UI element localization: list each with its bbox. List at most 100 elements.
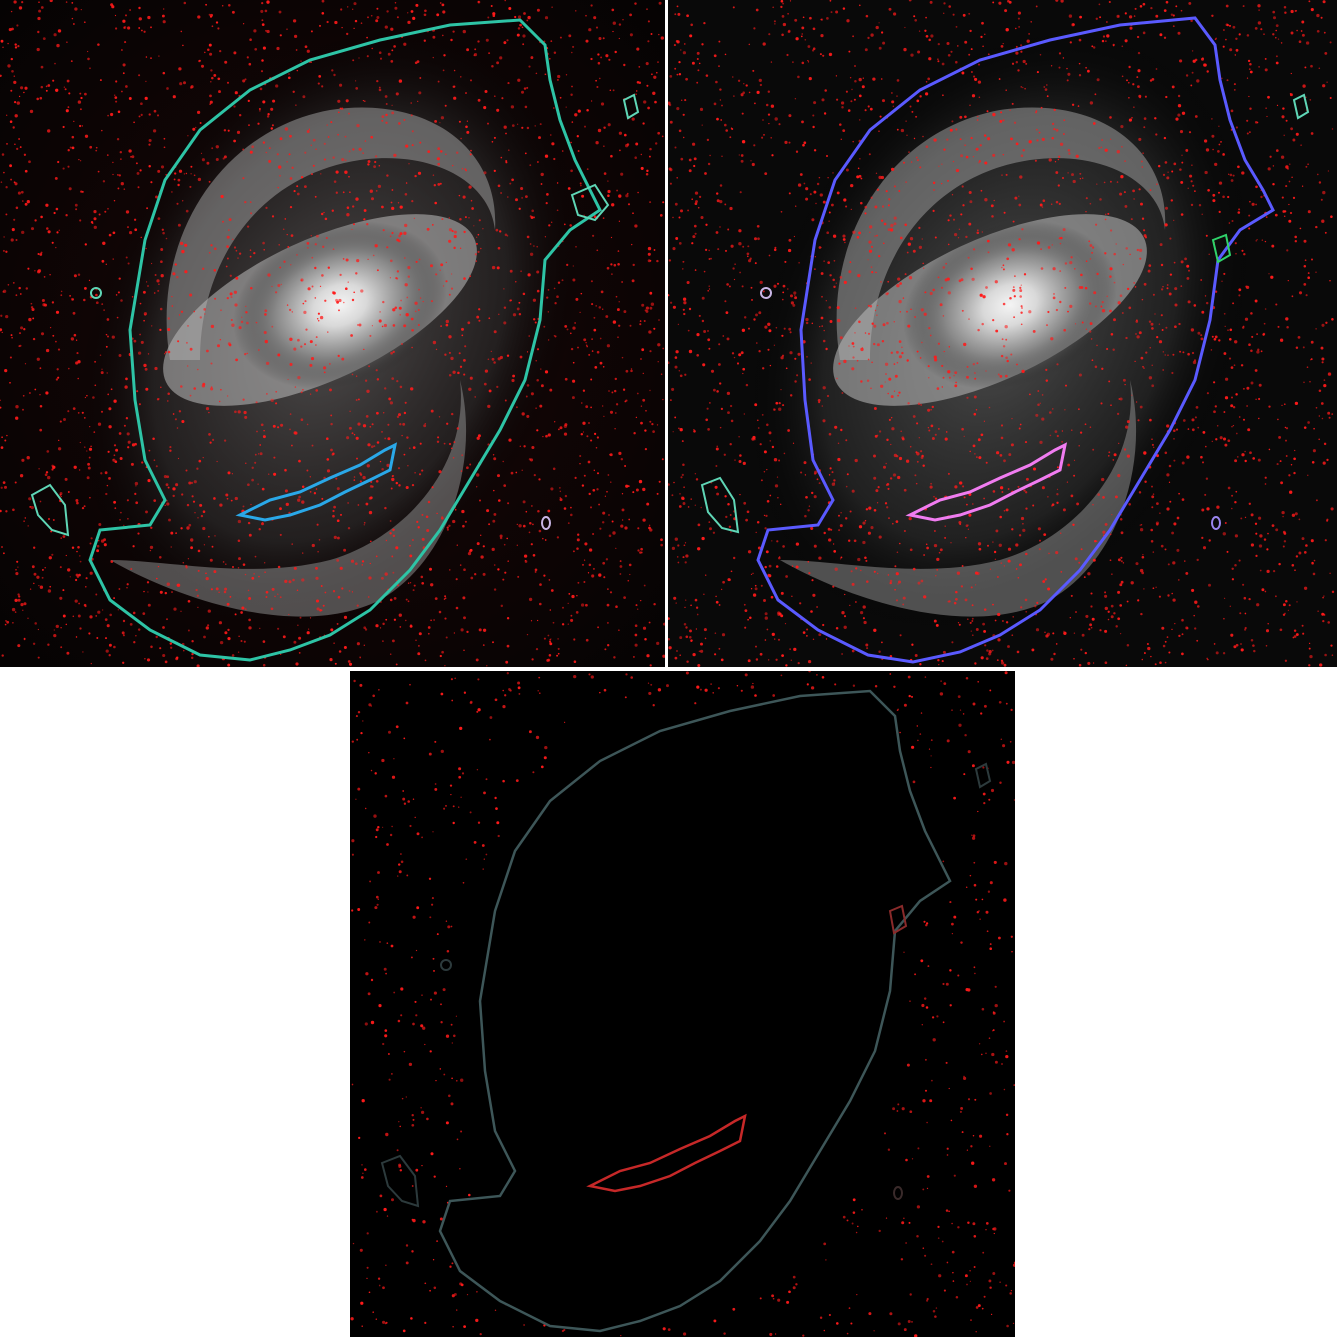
star-dot — [261, 1, 264, 5]
star-dot — [755, 531, 757, 534]
star-dot — [781, 654, 784, 657]
star-dot — [296, 254, 298, 256]
star-dot — [95, 615, 97, 617]
star-dot — [0, 399, 1, 402]
star-dot — [668, 103, 672, 107]
star-dot — [233, 51, 237, 55]
star-dot — [862, 77, 864, 79]
star-dot — [392, 528, 395, 532]
star-dot — [417, 309, 420, 311]
star-dot — [928, 38, 931, 42]
star-dot — [516, 307, 520, 311]
star-dot — [497, 357, 501, 361]
star-dot — [288, 153, 291, 156]
star-dot — [1049, 411, 1052, 414]
star-dot — [323, 211, 325, 214]
star-dot — [172, 413, 175, 415]
star-dot — [389, 520, 392, 522]
star-dot — [34, 219, 37, 222]
star-dot — [1307, 276, 1311, 280]
star-dot — [213, 269, 217, 272]
star-dot — [490, 350, 492, 353]
star-dot — [1194, 600, 1198, 604]
star-dot — [113, 500, 117, 504]
star-dot — [277, 593, 279, 595]
star-dot — [160, 165, 165, 169]
star-dot — [1051, 503, 1055, 506]
star-dot — [1164, 161, 1168, 164]
star-dot — [758, 311, 762, 315]
star-dot — [271, 587, 275, 591]
star-dot — [745, 518, 748, 522]
star-dot — [1155, 133, 1158, 136]
star-dot — [440, 150, 443, 153]
star-dot — [18, 595, 21, 598]
star-dot — [733, 356, 736, 359]
star-dot — [134, 492, 137, 496]
star-dot — [238, 252, 242, 255]
star-dot — [304, 300, 307, 303]
star-dot — [378, 86, 381, 89]
star-dot — [1211, 335, 1214, 338]
star-dot — [353, 223, 355, 226]
star-dot — [626, 192, 629, 195]
star-dot — [419, 77, 422, 79]
star-dot — [159, 307, 163, 311]
star-dot — [407, 275, 410, 278]
star-dot — [984, 198, 988, 202]
star-dot — [247, 99, 250, 103]
star-dot — [1227, 195, 1230, 199]
star-dot — [5, 620, 7, 622]
star-dot — [961, 565, 964, 567]
star-dot — [923, 312, 927, 316]
star-dot — [486, 665, 488, 667]
star-dot — [599, 337, 602, 340]
star-dot — [676, 73, 679, 76]
star-dot — [1072, 23, 1075, 26]
star-dot — [316, 607, 320, 611]
star-dot — [609, 591, 613, 594]
star-dot — [147, 603, 151, 607]
star-dot — [184, 243, 188, 247]
star-dot — [965, 235, 968, 239]
star-dot — [832, 278, 835, 282]
star-dot — [301, 485, 305, 488]
star-dot — [14, 182, 18, 186]
star-dot — [72, 311, 76, 315]
star-dot — [771, 540, 773, 542]
star-dot — [539, 404, 543, 408]
star-dot — [427, 150, 431, 153]
star-dot — [1098, 3, 1101, 6]
star-dot — [762, 119, 764, 121]
star-dot — [2, 249, 5, 252]
star-dot — [748, 327, 750, 330]
star-dot — [372, 254, 375, 257]
star-dot — [550, 487, 554, 491]
star-dot — [1230, 129, 1233, 131]
star-dot — [547, 339, 550, 341]
star-dot — [620, 524, 624, 528]
star-dot — [110, 388, 113, 391]
star-dot — [37, 253, 40, 255]
star-dot — [893, 216, 897, 220]
star-dot — [1331, 318, 1334, 321]
star-dot — [1277, 418, 1279, 421]
star-dot — [157, 289, 160, 292]
star-dot — [547, 634, 550, 637]
star-dot — [202, 510, 206, 513]
star-dot — [1229, 48, 1233, 52]
star-dot — [508, 7, 512, 10]
star-dot — [1062, 228, 1066, 232]
star-dot — [3, 485, 8, 489]
star-dot — [367, 258, 369, 261]
star-dot — [996, 659, 999, 661]
star-dot — [595, 305, 598, 307]
star-dot — [1231, 507, 1233, 510]
star-dot — [1307, 272, 1310, 275]
star-dot — [629, 13, 632, 17]
star-dot — [461, 509, 465, 514]
star-dot — [603, 172, 607, 175]
star-dot — [1059, 242, 1062, 245]
star-dot — [810, 526, 814, 530]
star-dot — [760, 584, 763, 587]
